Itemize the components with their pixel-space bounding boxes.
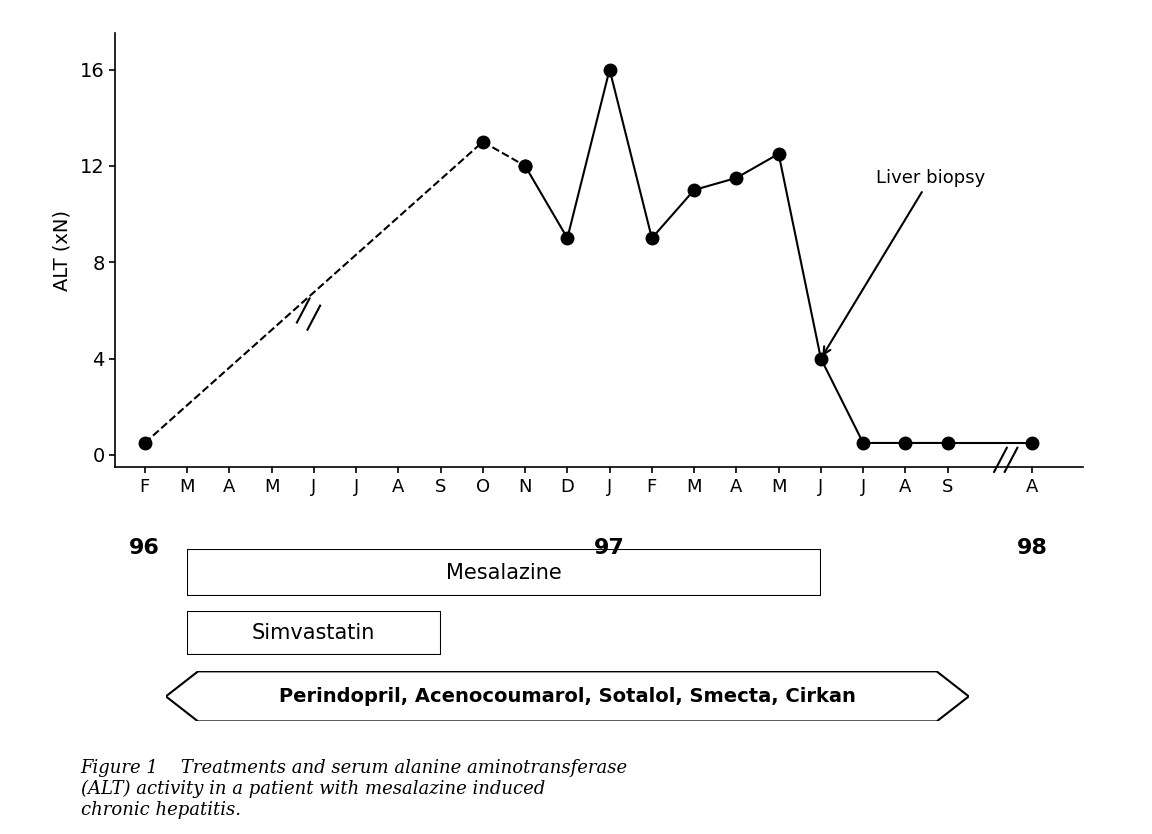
Text: Figure 1    Treatments and serum alanine aminotransferase
(ALT) activity in a pa: Figure 1 Treatments and serum alanine am… bbox=[81, 759, 628, 819]
Text: Mesalazine: Mesalazine bbox=[446, 563, 562, 582]
Y-axis label: ALT (xN): ALT (xN) bbox=[53, 209, 71, 291]
Text: Liver biopsy: Liver biopsy bbox=[824, 169, 985, 354]
Text: 97: 97 bbox=[594, 538, 626, 558]
Text: Perindopril, Acenocoumarol, Sotalol, Smecta, Cirkan: Perindopril, Acenocoumarol, Sotalol, Sme… bbox=[279, 687, 856, 706]
Text: Simvastatin: Simvastatin bbox=[252, 623, 376, 643]
Text: 96: 96 bbox=[129, 538, 160, 558]
Text: 98: 98 bbox=[1017, 538, 1047, 558]
